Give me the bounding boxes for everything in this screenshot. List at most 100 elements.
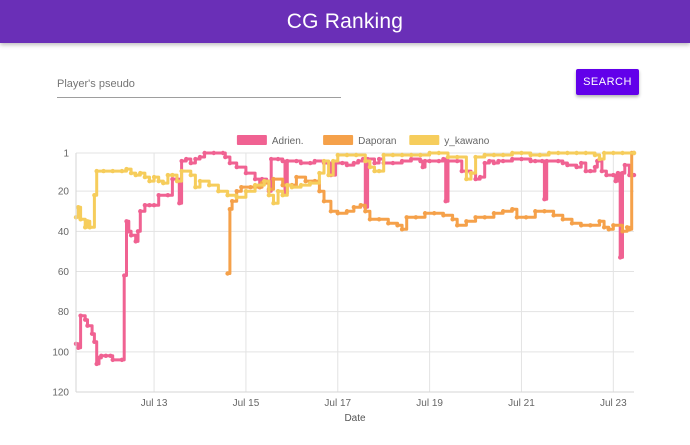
data-point[interactable] (422, 158, 428, 164)
data-point[interactable] (177, 201, 182, 206)
data-point[interactable] (604, 172, 609, 178)
data-point[interactable] (151, 174, 157, 180)
data-point[interactable] (592, 152, 598, 158)
data-point[interactable] (459, 168, 464, 174)
data-point[interactable] (248, 184, 253, 190)
data-point[interactable] (473, 215, 478, 220)
data-point[interactable] (170, 172, 175, 178)
data-point[interactable] (574, 150, 579, 156)
data-point[interactable] (271, 201, 276, 206)
data-point[interactable] (372, 168, 377, 174)
data-point[interactable] (234, 194, 239, 200)
data-point[interactable] (188, 160, 194, 166)
data-point[interactable] (197, 154, 203, 160)
data-point[interactable] (243, 188, 249, 194)
data-point[interactable] (135, 229, 141, 234)
data-point[interactable] (482, 215, 487, 220)
data-point[interactable] (124, 219, 129, 224)
data-point[interactable] (597, 156, 602, 162)
data-point[interactable] (223, 154, 228, 160)
data-point[interactable] (399, 227, 405, 232)
data-point[interactable] (482, 152, 487, 158)
data-point[interactable] (510, 207, 515, 212)
data-point[interactable] (87, 225, 92, 230)
data-point[interactable] (395, 223, 400, 228)
data-point[interactable] (252, 176, 258, 182)
data-point[interactable] (266, 192, 272, 198)
data-point[interactable] (280, 182, 285, 188)
data-point[interactable] (335, 152, 340, 158)
data-point[interactable] (418, 158, 423, 164)
data-point[interactable] (390, 152, 396, 158)
data-point[interactable] (519, 156, 524, 162)
data-point[interactable] (491, 211, 497, 216)
data-point[interactable] (119, 357, 125, 363)
data-point[interactable] (234, 188, 239, 194)
data-point[interactable] (376, 217, 382, 222)
data-point[interactable] (445, 154, 451, 160)
data-point[interactable] (496, 158, 501, 164)
data-point[interactable] (184, 156, 189, 162)
data-point[interactable] (82, 317, 88, 322)
data-point[interactable] (544, 158, 549, 164)
data-point[interactable] (363, 158, 368, 164)
data-point[interactable] (404, 215, 409, 220)
data-point[interactable] (85, 323, 90, 328)
data-point[interactable] (234, 164, 239, 170)
data-point[interactable] (239, 184, 244, 190)
data-point[interactable] (560, 160, 566, 166)
data-point[interactable] (351, 160, 357, 166)
data-point[interactable] (551, 213, 556, 218)
data-point[interactable] (268, 156, 274, 162)
data-point[interactable] (271, 176, 276, 182)
data-point[interactable] (110, 357, 115, 363)
data-point[interactable] (179, 158, 184, 164)
data-point[interactable] (627, 227, 632, 232)
data-point[interactable] (92, 339, 97, 344)
data-point[interactable] (427, 158, 432, 164)
data-point[interactable] (519, 150, 524, 156)
data-point[interactable] (142, 174, 148, 180)
data-point[interactable] (321, 199, 327, 204)
data-point[interactable] (363, 209, 368, 214)
data-point[interactable] (108, 353, 113, 359)
data-point[interactable] (344, 152, 350, 158)
data-point[interactable] (372, 160, 377, 166)
data-point[interactable] (556, 150, 561, 156)
data-point[interactable] (85, 219, 90, 224)
data-point[interactable] (620, 170, 625, 176)
data-point[interactable] (356, 158, 361, 164)
data-point[interactable] (138, 170, 143, 176)
data-point[interactable] (229, 199, 235, 204)
data-point[interactable] (445, 158, 451, 164)
data-point[interactable] (631, 150, 637, 156)
data-point[interactable] (94, 361, 99, 367)
data-point[interactable] (583, 168, 588, 174)
data-point[interactable] (413, 215, 419, 220)
data-point[interactable] (122, 273, 127, 278)
data-point[interactable] (303, 178, 308, 184)
data-point[interactable] (76, 345, 81, 351)
data-point[interactable] (620, 150, 625, 156)
data-point[interactable] (225, 271, 230, 276)
data-point[interactable] (611, 223, 616, 228)
data-point[interactable] (358, 203, 363, 208)
data-point[interactable] (583, 150, 588, 156)
data-point[interactable] (510, 156, 515, 162)
data-point[interactable] (386, 221, 391, 226)
data-point[interactable] (613, 178, 618, 184)
data-point[interactable] (399, 158, 405, 164)
data-point[interactable] (482, 160, 487, 166)
data-point[interactable] (156, 192, 161, 198)
data-point[interactable] (565, 162, 570, 168)
data-point[interactable] (252, 182, 258, 188)
data-point[interactable] (523, 215, 529, 220)
data-point[interactable] (330, 158, 336, 164)
data-point[interactable] (179, 168, 184, 174)
data-point[interactable] (211, 150, 216, 156)
data-point[interactable] (418, 152, 423, 158)
search-input[interactable] (57, 70, 341, 98)
data-point[interactable] (156, 178, 161, 184)
data-point[interactable] (76, 205, 81, 210)
data-point[interactable] (473, 176, 478, 182)
